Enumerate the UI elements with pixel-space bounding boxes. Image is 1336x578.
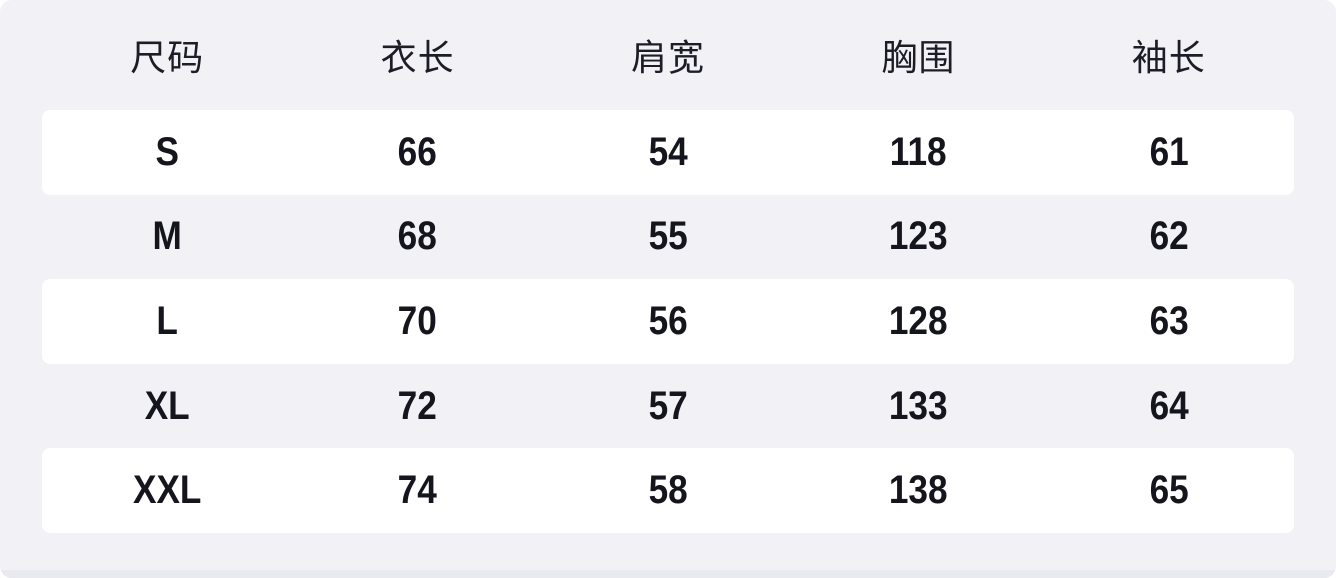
shoulder-width-value: 55 [648, 214, 688, 259]
table-row-s: S 66 54 118 61 [42, 110, 1294, 195]
column-header-size: 尺码 [130, 37, 205, 78]
sleeve-length-value: 64 [1149, 383, 1189, 428]
garment-length-value: 72 [398, 383, 438, 428]
shoulder-width-value: 57 [648, 383, 688, 428]
chest-value: 123 [889, 214, 948, 259]
table-row-m: M 68 55 123 62 [42, 195, 1294, 280]
table-row-l: L 70 56 128 63 [42, 279, 1294, 364]
size-label: S [155, 129, 179, 174]
sleeve-length-value: 62 [1149, 214, 1189, 259]
column-header-chest: 胸围 [881, 37, 956, 78]
sleeve-length-value: 65 [1149, 468, 1189, 513]
chest-value: 118 [889, 129, 947, 174]
column-header-sleeve-length: 袖长 [1131, 37, 1206, 78]
shoulder-width-value: 56 [648, 298, 688, 343]
size-label: M [152, 214, 182, 259]
garment-length-value: 70 [398, 298, 438, 343]
chest-value: 138 [889, 468, 948, 513]
shoulder-width-value: 54 [648, 129, 688, 174]
table-header-row: 尺码 衣长 肩宽 胸围 袖长 [42, 0, 1294, 110]
size-chart-table: 尺码 衣长 肩宽 胸围 袖长 S 66 54 118 61 M 68 55 12… [42, 0, 1294, 533]
chest-value: 133 [889, 383, 948, 428]
shoulder-width-value: 58 [648, 468, 688, 513]
column-header-shoulder-width: 肩宽 [630, 37, 705, 78]
garment-length-value: 74 [398, 468, 438, 513]
size-label: XL [144, 383, 190, 428]
chest-value: 128 [889, 298, 948, 343]
sleeve-length-value: 63 [1149, 298, 1189, 343]
garment-length-value: 66 [398, 129, 438, 174]
table-row-xxl: XXL 74 58 138 65 [42, 448, 1294, 533]
sleeve-length-value: 61 [1149, 129, 1189, 174]
column-header-garment-length: 衣长 [380, 37, 455, 78]
garment-length-value: 68 [398, 214, 438, 259]
table-row-xl: XL 72 57 133 64 [42, 364, 1294, 449]
size-label: XXL [132, 468, 202, 513]
size-label: L [156, 298, 178, 343]
